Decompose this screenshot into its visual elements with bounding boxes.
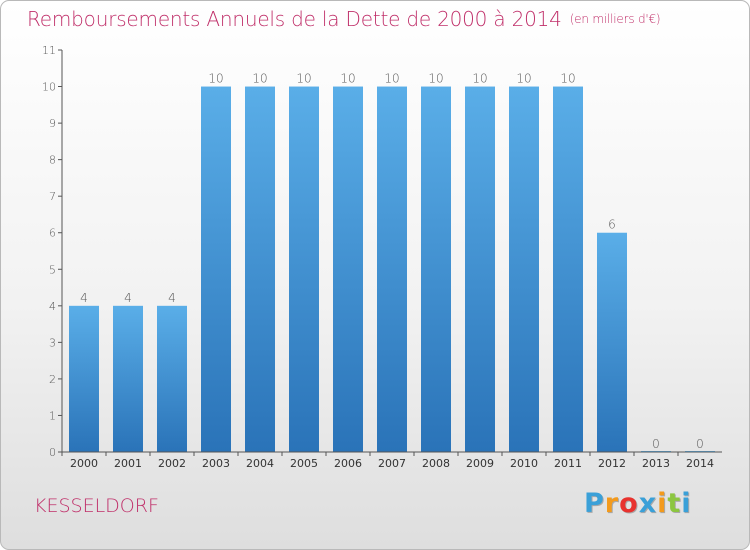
data-label: 10 (340, 72, 355, 86)
logo-letter: o (619, 488, 639, 519)
data-label: 10 (252, 72, 267, 86)
bar (245, 86, 275, 452)
bar (289, 86, 319, 452)
y-tick-label: 2 (49, 373, 56, 386)
bar (465, 86, 495, 452)
x-tick-label: 2006 (334, 457, 362, 470)
y-tick-label: 11 (42, 44, 56, 57)
data-label: 0 (696, 437, 704, 451)
data-label: 4 (168, 291, 176, 305)
data-label: 4 (124, 291, 132, 305)
data-label: 10 (208, 72, 223, 86)
x-tick-label: 2008 (422, 457, 450, 470)
bar (157, 305, 187, 452)
bar (421, 86, 451, 452)
x-tick-label: 2000 (70, 457, 98, 470)
y-tick-label: 3 (49, 336, 56, 349)
y-tick-label: 8 (49, 154, 56, 167)
data-label: 10 (516, 72, 531, 86)
y-tick-label: 1 (49, 409, 56, 422)
labels-group: 0 1 2 3 4 5 6 7 8 9 10 11 4 2000 4 2001 4 2002 10 2003 10 200… (42, 44, 714, 470)
data-label: 10 (428, 72, 443, 86)
y-tick-label: 4 (49, 300, 56, 313)
bar (509, 86, 539, 452)
logo-letter: r (604, 488, 620, 519)
x-tick-label: 2007 (378, 457, 406, 470)
x-tick-label: 2014 (686, 457, 714, 470)
bars-group (69, 86, 715, 452)
y-tick-label: 10 (42, 81, 56, 94)
x-tick-label: 2001 (114, 457, 142, 470)
chart-title-text: Remboursements Annuels de la Dette de 20… (27, 7, 562, 31)
x-tick-label: 2011 (554, 457, 582, 470)
logo-letter: i (657, 488, 668, 519)
bar (113, 305, 143, 452)
bar (597, 232, 627, 452)
y-tick-label: 6 (49, 227, 56, 240)
logo-letter: P (584, 488, 605, 519)
chart-title: Remboursements Annuels de la Dette de 20… (27, 7, 661, 31)
data-label: 10 (384, 72, 399, 86)
proxiti-logo: Proxiti (584, 488, 692, 519)
x-tick-label: 2013 (642, 457, 670, 470)
data-label: 4 (80, 291, 88, 305)
x-tick-label: 2004 (246, 457, 274, 470)
x-tick-label: 2009 (466, 457, 494, 470)
bar (333, 86, 363, 452)
logo-letter: i (681, 488, 692, 519)
y-tick-label: 7 (49, 190, 56, 203)
data-label: 6 (608, 218, 616, 232)
bar (69, 305, 99, 452)
y-tick-label: 9 (49, 117, 56, 130)
x-tick-label: 2002 (158, 457, 186, 470)
x-tick-label: 2010 (510, 457, 538, 470)
bar (201, 86, 231, 452)
logo-letter: x (638, 488, 658, 519)
y-tick-label: 0 (49, 446, 56, 459)
bar (377, 86, 407, 452)
y-tick-label: 5 (49, 263, 56, 276)
place-name: KESSELDORF (34, 495, 159, 517)
axes-group (58, 49, 722, 456)
logo-letter: t (667, 488, 682, 519)
data-label: 10 (296, 72, 311, 86)
x-tick-label: 2003 (202, 457, 230, 470)
data-label: 10 (472, 72, 487, 86)
x-tick-label: 2005 (290, 457, 318, 470)
data-label: 10 (560, 72, 575, 86)
x-tick-label: 2012 (598, 457, 626, 470)
data-label: 0 (652, 437, 660, 451)
chart-unit: (en milliers d'€) (569, 12, 661, 26)
bar (553, 86, 583, 452)
